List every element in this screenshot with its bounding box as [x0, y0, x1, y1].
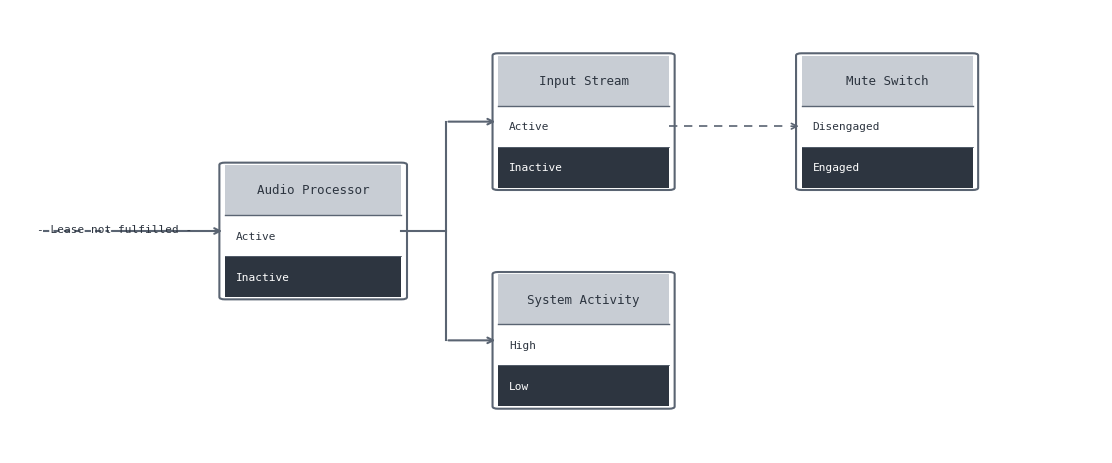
Bar [225, 257, 401, 297]
Text: Disengaged: Disengaged [813, 122, 880, 132]
Bar [225, 166, 401, 216]
Text: Input Stream: Input Stream [538, 75, 628, 88]
Text: Active: Active [509, 122, 549, 132]
Text: System Activity: System Activity [527, 293, 639, 306]
Text: - Lease not fulfilled -: - Lease not fulfilled - [38, 224, 192, 234]
Bar [498, 56, 669, 106]
Bar [498, 366, 669, 407]
FancyBboxPatch shape [493, 272, 675, 409]
Bar [498, 325, 669, 366]
Bar [498, 147, 669, 188]
FancyBboxPatch shape [796, 54, 979, 191]
Bar [802, 147, 973, 188]
Bar [498, 106, 669, 147]
Bar [802, 56, 973, 106]
Text: Inactive: Inactive [236, 272, 290, 282]
Text: Engaged: Engaged [813, 163, 860, 173]
Text: Audio Processor: Audio Processor [257, 184, 369, 197]
Text: Inactive: Inactive [509, 163, 563, 173]
FancyBboxPatch shape [493, 54, 675, 191]
FancyBboxPatch shape [219, 163, 407, 300]
Text: Active: Active [236, 231, 277, 241]
Text: Mute Switch: Mute Switch [846, 75, 929, 88]
Text: Low: Low [509, 381, 529, 391]
Bar [802, 106, 973, 147]
Bar [498, 275, 669, 325]
Text: High: High [509, 340, 536, 350]
Bar [225, 216, 401, 257]
